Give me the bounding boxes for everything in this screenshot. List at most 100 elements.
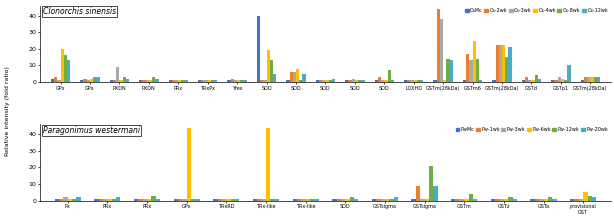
Bar <box>293 72 296 82</box>
Bar <box>126 79 129 82</box>
Bar <box>446 59 449 82</box>
Bar <box>345 199 349 201</box>
Bar <box>72 199 76 201</box>
Bar <box>479 81 483 82</box>
Bar <box>292 199 297 201</box>
Bar <box>583 192 588 201</box>
Bar <box>175 81 178 82</box>
Bar <box>325 81 328 82</box>
Bar <box>213 199 217 201</box>
Bar <box>505 57 508 82</box>
Bar <box>63 197 68 201</box>
Bar <box>355 81 358 82</box>
Bar <box>211 81 214 82</box>
Text: Relative intensity (fold ratio): Relative intensity (fold ratio) <box>5 66 10 157</box>
Bar <box>84 79 87 82</box>
Bar <box>416 186 420 201</box>
Bar <box>548 197 552 201</box>
Bar <box>341 199 345 201</box>
Bar <box>270 60 273 82</box>
Bar <box>253 199 257 201</box>
Bar <box>116 197 120 201</box>
Bar <box>273 74 276 82</box>
Bar <box>561 79 564 82</box>
Bar <box>257 199 262 201</box>
Bar <box>195 199 200 201</box>
Bar <box>204 81 208 82</box>
Bar <box>201 81 204 82</box>
Bar <box>407 81 411 82</box>
Bar <box>57 81 61 82</box>
Bar <box>266 50 270 82</box>
Bar <box>508 47 511 82</box>
Bar <box>319 81 322 82</box>
Bar <box>495 45 499 82</box>
Bar <box>424 199 429 201</box>
Legend: PwMc, Pw-1wk, Pw-3wk, Pw-6wk, Pw-12wk, Pw-20wk: PwMc, Pw-1wk, Pw-3wk, Pw-6wk, Pw-12wk, P… <box>455 127 608 133</box>
Bar <box>473 41 476 82</box>
Bar <box>500 199 504 201</box>
Bar <box>94 199 99 201</box>
Bar <box>389 199 394 201</box>
Bar <box>61 49 64 82</box>
Bar <box>227 199 231 201</box>
Bar <box>96 77 99 82</box>
Bar <box>310 199 314 201</box>
Bar <box>231 199 235 201</box>
Bar <box>443 81 446 82</box>
Bar <box>299 81 303 82</box>
Bar <box>227 81 231 82</box>
Bar <box>119 81 123 82</box>
Bar <box>437 9 440 82</box>
Bar <box>381 199 385 201</box>
Bar <box>528 81 532 82</box>
Bar <box>138 199 142 201</box>
Bar <box>564 81 567 82</box>
Bar <box>178 199 182 201</box>
Bar <box>499 45 502 82</box>
Bar <box>260 81 263 82</box>
Bar <box>123 77 126 82</box>
Bar <box>151 196 156 201</box>
Bar <box>385 199 389 201</box>
Bar <box>394 197 398 201</box>
Bar <box>139 81 142 82</box>
Bar <box>597 77 600 82</box>
Bar <box>76 197 81 201</box>
Bar <box>222 199 227 201</box>
Bar <box>387 70 391 82</box>
Bar <box>358 81 361 82</box>
Bar <box>235 199 239 201</box>
Bar <box>156 199 160 201</box>
Bar <box>316 81 319 82</box>
Bar <box>116 67 119 82</box>
Bar <box>378 77 381 82</box>
Bar <box>575 199 579 201</box>
Bar <box>237 81 240 82</box>
Bar <box>464 199 468 201</box>
Bar <box>525 77 528 82</box>
Bar <box>149 81 152 82</box>
Bar <box>538 79 541 82</box>
Bar <box>217 199 222 201</box>
Bar <box>234 81 237 82</box>
Bar <box>112 199 116 201</box>
Text: Clonorchis sinensis: Clonorchis sinensis <box>43 7 116 16</box>
Bar <box>592 197 596 201</box>
Bar <box>372 199 376 201</box>
Bar <box>463 81 466 82</box>
Bar <box>414 81 417 82</box>
Bar <box>182 81 185 82</box>
Bar <box>449 60 453 82</box>
Bar <box>456 199 460 201</box>
Bar <box>306 199 310 201</box>
Bar <box>152 77 155 82</box>
Bar <box>502 45 505 82</box>
Bar <box>345 81 348 82</box>
Legend: CsMc, Cs-2wk, Cs-3wk, Cs-4wk, Cs-8wk, Cs-12wk: CsMc, Cs-2wk, Cs-3wk, Cs-4wk, Cs-8wk, Cs… <box>464 8 608 14</box>
Bar <box>93 77 96 82</box>
Bar <box>113 81 116 82</box>
Bar <box>134 199 138 201</box>
Bar <box>420 199 424 201</box>
Bar <box>587 77 590 82</box>
